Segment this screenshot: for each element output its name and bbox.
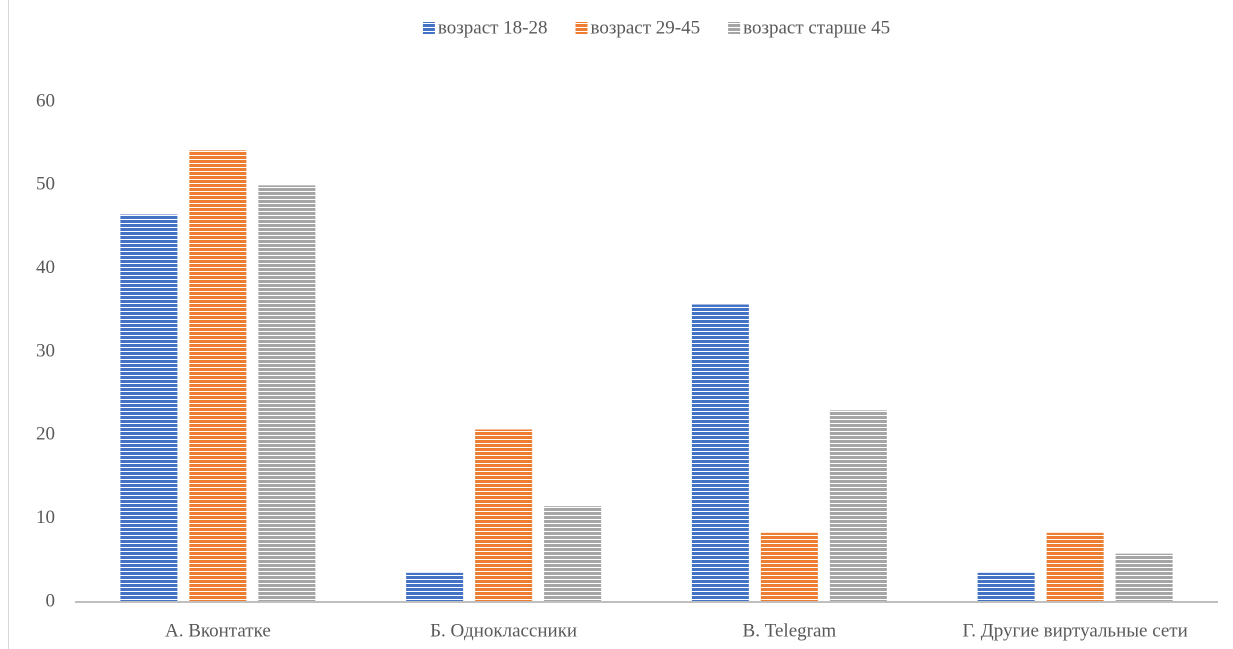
legend-item: возраст 18-28 xyxy=(422,17,548,38)
y-tick-label: 40 xyxy=(36,257,55,278)
y-tick-label: 10 xyxy=(36,507,55,528)
y-tick-label: 20 xyxy=(36,424,55,445)
y-tick-label: 50 xyxy=(36,174,55,195)
legend-swatch xyxy=(728,22,741,34)
bar xyxy=(544,506,602,602)
y-tick-label: 30 xyxy=(36,340,55,361)
bar xyxy=(1115,553,1173,602)
bar xyxy=(120,214,178,602)
bar xyxy=(475,429,533,602)
bar xyxy=(258,185,316,603)
bar xyxy=(977,572,1035,602)
x-tick-label: В. Telegram xyxy=(743,620,837,641)
legend-label: возраст 29-45 xyxy=(591,17,701,38)
y-tick-label: 60 xyxy=(36,90,55,111)
legend-item: возраст старше 45 xyxy=(728,17,890,38)
bar xyxy=(760,532,818,602)
y-tick-label: 0 xyxy=(46,590,56,611)
x-tick-label: Г. Другие виртуальные сети xyxy=(962,620,1187,641)
bar xyxy=(829,410,887,602)
legend-swatch xyxy=(575,22,588,34)
bar xyxy=(189,150,247,603)
bar xyxy=(1046,532,1104,602)
x-tick-label: Б. Одноклассники xyxy=(430,620,577,641)
legend-label: возраст старше 45 xyxy=(743,17,890,38)
bar xyxy=(691,304,749,602)
bar xyxy=(406,572,464,602)
x-tick-label: А. Вконтатке xyxy=(165,620,271,641)
legend-swatch xyxy=(422,22,435,34)
legend-item: возраст 29-45 xyxy=(575,17,701,38)
legend-label: возраст 18-28 xyxy=(438,17,548,38)
